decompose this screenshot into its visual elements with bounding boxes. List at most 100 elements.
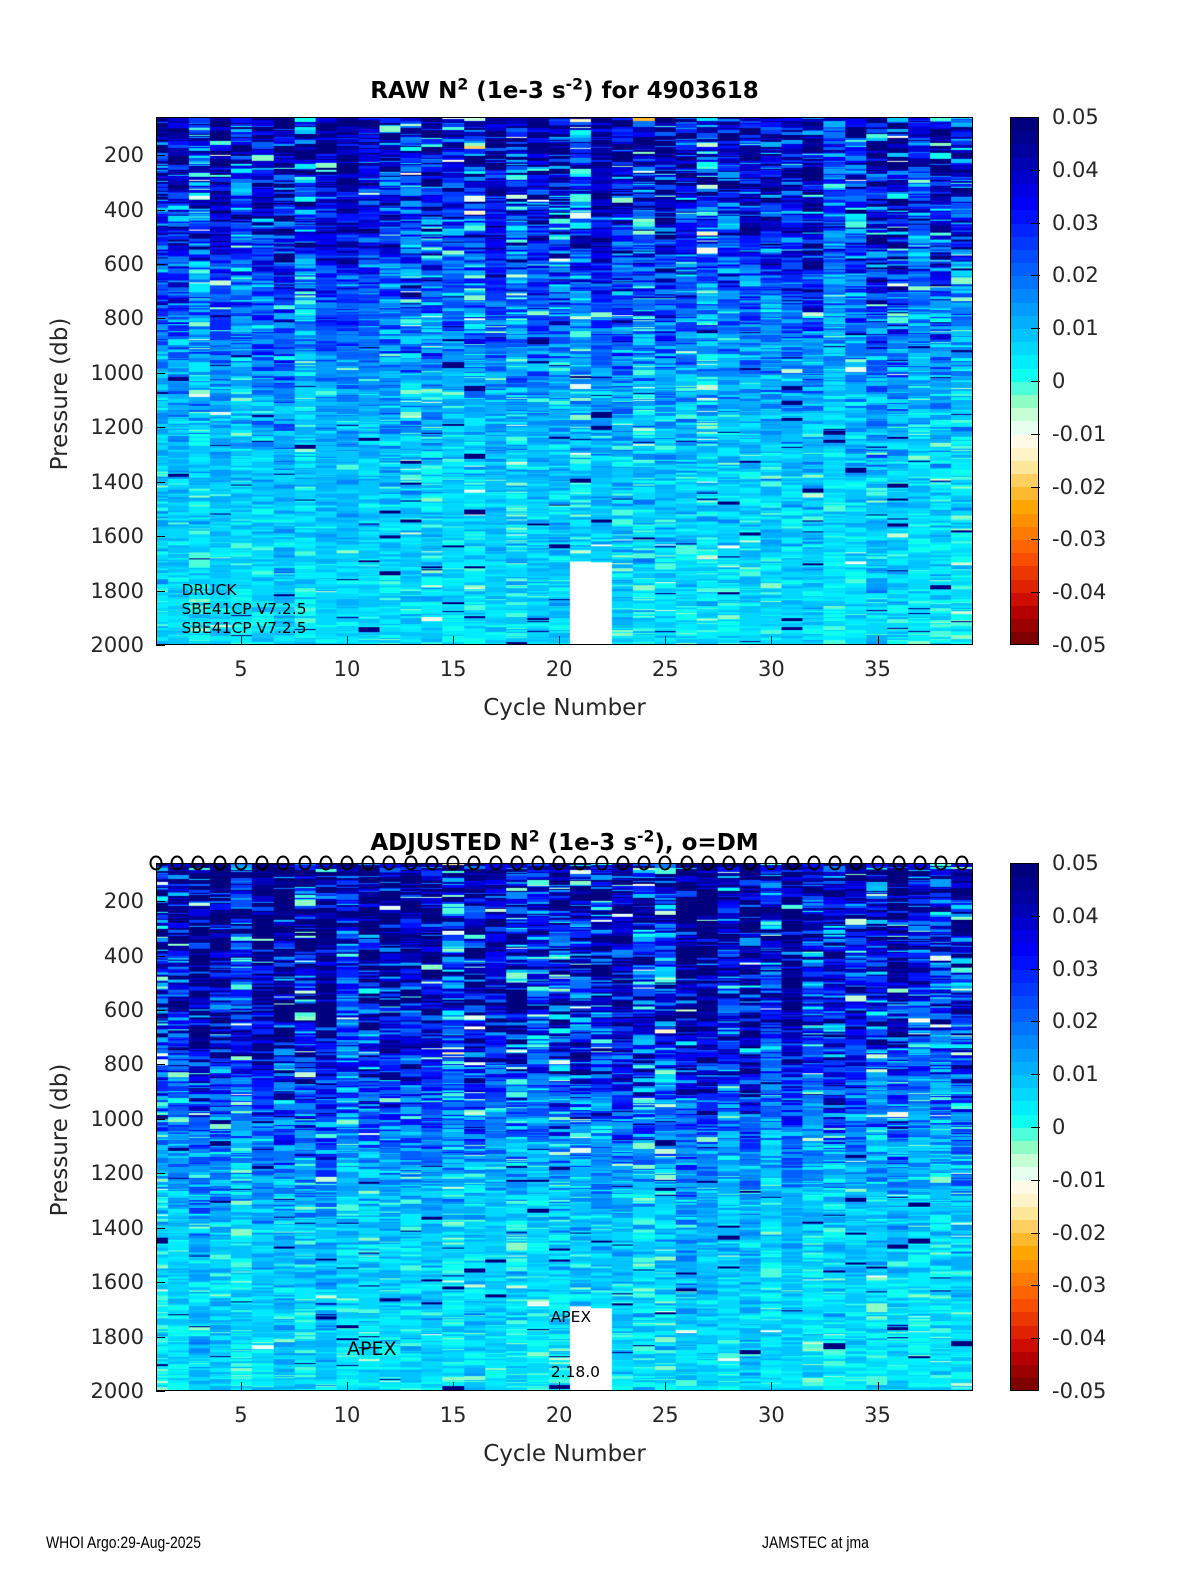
x-tick-label: 15 xyxy=(439,657,467,681)
colorbar-segment xyxy=(1011,1180,1038,1194)
colorbar-segment xyxy=(1011,157,1038,171)
y-axis-title-raw: Pressure (db) xyxy=(47,317,73,471)
colorbar-segment xyxy=(1011,144,1038,158)
heatmap-canvas-adjusted xyxy=(157,864,972,1390)
y-tick-mark xyxy=(156,955,165,957)
y-tick-label: 600 xyxy=(103,251,144,276)
dm-cycle-marker xyxy=(361,855,375,871)
dm-cycle-marker xyxy=(595,855,609,871)
colorbar-segment xyxy=(1011,434,1038,448)
y-tick-label: 2000 xyxy=(90,1379,144,1403)
x-tick-mark xyxy=(453,636,455,645)
x-tick-mark xyxy=(771,636,773,645)
colorbar-segment xyxy=(1011,381,1038,395)
x-tick-label: 20 xyxy=(545,657,573,681)
x-tick-mark xyxy=(771,1382,773,1391)
dm-cycle-marker xyxy=(319,855,333,871)
x-tick-mark xyxy=(665,1382,667,1391)
dm-cycle-marker xyxy=(552,855,566,871)
y-axis-title-adjusted: Pressure (db) xyxy=(47,1063,73,1217)
y-tick-label: 400 xyxy=(103,197,144,222)
colorbar-segment xyxy=(1011,619,1038,633)
colorbar-tick-label: -0.03 xyxy=(1052,527,1107,552)
y-tick-label: 1600 xyxy=(90,1270,144,1295)
dm-cycle-marker xyxy=(764,855,778,871)
colorbar-segment xyxy=(1011,1299,1038,1313)
y-tick-label: 1000 xyxy=(90,360,144,385)
colorbar-segment xyxy=(1011,1035,1038,1049)
x-tick-mark xyxy=(240,636,242,645)
footer-right: JAMSTEC at jma xyxy=(762,1533,869,1552)
colorbar-segment xyxy=(1011,1325,1038,1339)
dm-cycle-marker xyxy=(510,855,524,871)
colorbar-segment xyxy=(1011,1009,1038,1023)
dm-cycle-marker xyxy=(425,855,439,871)
colorbar-tick-label: -0.03 xyxy=(1052,1273,1107,1298)
colorbar-segment xyxy=(1011,1193,1038,1207)
y-tick-mark xyxy=(156,901,165,903)
heatmap-axes-raw[interactable] xyxy=(156,117,973,645)
y-tick-mark xyxy=(156,1227,165,1229)
y-tick-mark xyxy=(156,1009,165,1011)
dm-cycle-marker xyxy=(467,855,481,871)
colorbar-segment xyxy=(1011,118,1038,132)
colorbar-segment xyxy=(1011,1220,1038,1234)
dm-cycle-marker xyxy=(616,855,630,871)
colorbar-segment xyxy=(1011,263,1038,277)
plot-annotation: SBE41CP V7.2.5 xyxy=(181,618,307,637)
dm-cycle-marker xyxy=(828,855,842,871)
panel-raw-title: RAW N2 (1e-3 s-2) for 4903618 xyxy=(156,76,973,104)
heatmap-axes-adjusted[interactable] xyxy=(156,863,973,1391)
x-tick-mark xyxy=(559,1382,561,1391)
colorbar-segment xyxy=(1011,1075,1038,1089)
colorbar-tick-label: 0.01 xyxy=(1052,1062,1099,1087)
title-text-suffix: ) for 4903618 xyxy=(583,78,759,104)
x-axis-title-adjusted: Cycle Number xyxy=(483,1441,646,1467)
colorbar-segment xyxy=(1011,929,1038,944)
colorbar-segment xyxy=(1011,1127,1038,1141)
colorbar-gradient xyxy=(1010,863,1039,1391)
colorbar-tick-label: 0.05 xyxy=(1052,851,1099,875)
plot-annotation: APEX xyxy=(550,1307,592,1326)
y-tick-label: 1600 xyxy=(90,524,144,549)
dm-cycle-marker xyxy=(955,855,969,871)
colorbar-segment xyxy=(1011,276,1038,290)
y-tick-label: 1200 xyxy=(90,415,144,440)
dm-cycle-marker xyxy=(149,855,163,871)
dm-cycle-marker xyxy=(892,855,906,871)
x-tick-label: 30 xyxy=(758,657,785,681)
y-tick-mark xyxy=(156,155,165,157)
dm-cycle-marker xyxy=(234,855,248,871)
y-tick-mark xyxy=(156,536,165,538)
colorbar-tick-label: 0.05 xyxy=(1052,105,1099,129)
plot-annotation: 2.18.0 xyxy=(550,1363,601,1382)
colorbar-segment xyxy=(1011,315,1038,329)
x-tick-label: 5 xyxy=(234,657,248,681)
dm-cycle-marker xyxy=(913,855,927,871)
colorbar-segment xyxy=(1011,236,1038,250)
colorbar-segment xyxy=(1011,592,1038,606)
colorbar-segment xyxy=(1011,526,1038,540)
colorbar-segment xyxy=(1011,500,1038,514)
colorbar-segment xyxy=(1011,1272,1038,1286)
y-tick-mark xyxy=(156,1118,165,1120)
colorbar-tick-label: 0.04 xyxy=(1052,903,1099,928)
title-text-prefix: ADJUSTED N xyxy=(370,830,529,856)
colorbar-tick-mark xyxy=(1031,222,1040,224)
colorbar-segment xyxy=(1011,329,1038,343)
dm-cycle-marker xyxy=(298,855,312,871)
colorbar-segment xyxy=(1011,877,1038,891)
colorbar-segment xyxy=(1011,903,1038,917)
colorbar-segment xyxy=(1011,394,1038,409)
colorbar-tick-mark xyxy=(1031,1021,1040,1023)
y-tick-label: 1800 xyxy=(90,578,144,603)
title-superscript-minus2: -2 xyxy=(565,74,583,94)
x-tick-label: 25 xyxy=(651,1403,679,1427)
footer-left: WHOI Argo:29-Aug-2025 xyxy=(46,1533,201,1552)
colorbar-tick-mark xyxy=(1031,1127,1040,1128)
colorbar-tick-label: 0 xyxy=(1052,1115,1066,1139)
x-tick-mark xyxy=(346,636,348,645)
colorbar-segment xyxy=(1011,223,1038,237)
y-tick-mark xyxy=(156,209,165,211)
dm-cycle-marker xyxy=(637,855,651,871)
